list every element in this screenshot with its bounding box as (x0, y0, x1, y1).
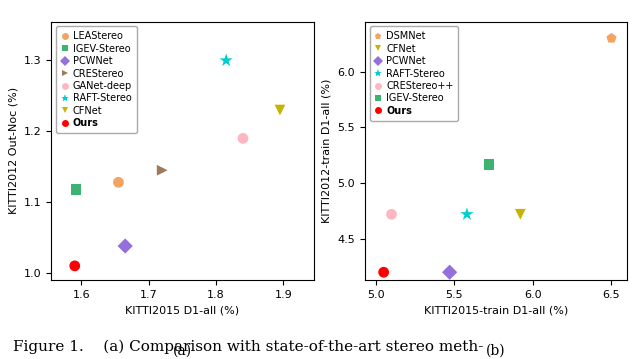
Title: (a): (a) (173, 344, 192, 358)
X-axis label: KITTI2015 D1-all (%): KITTI2015 D1-all (%) (125, 305, 239, 315)
Point (515, 211, 525, 217)
Point (387, 211, 397, 217)
Point (275, 107, 285, 113)
Point (378, 269, 388, 275)
Point (70, 263, 80, 269)
Point (606, 36, 616, 41)
Point (238, 135, 248, 141)
X-axis label: KITTI2015-train D1-all (%): KITTI2015-train D1-all (%) (424, 305, 568, 315)
Y-axis label: KITTI2012 Out-Noc (%): KITTI2012 Out-Noc (%) (8, 87, 18, 214)
Point (484, 161, 494, 167)
Text: Figure 1.    (a) Comparison with state-of-the-art stereo meth-: Figure 1. (a) Comparison with state-of-t… (13, 339, 483, 354)
Point (120, 243, 131, 249)
Title: (b): (b) (486, 344, 506, 358)
Point (113, 180, 124, 185)
Point (221, 57, 231, 63)
Legend: LEAStereo, IGEV-Stereo, PCWNet, CREStereo, GANet-deep, RAFT-Stereo, CFNet, Ours: LEAStereo, IGEV-Stereo, PCWNet, CREStere… (56, 27, 137, 133)
Point (462, 211, 472, 217)
Point (71, 187, 81, 192)
Legend: DSMNet, CFNet, PCWNet, RAFT-Stereo, CREStereo++, IGEV-Stereo, Ours: DSMNet, CFNet, PCWNet, RAFT-Stereo, CRES… (370, 27, 458, 121)
Point (445, 269, 455, 275)
Y-axis label: KITTI2012-train D1-all (%): KITTI2012-train D1-all (%) (322, 79, 332, 223)
Point (157, 167, 167, 173)
